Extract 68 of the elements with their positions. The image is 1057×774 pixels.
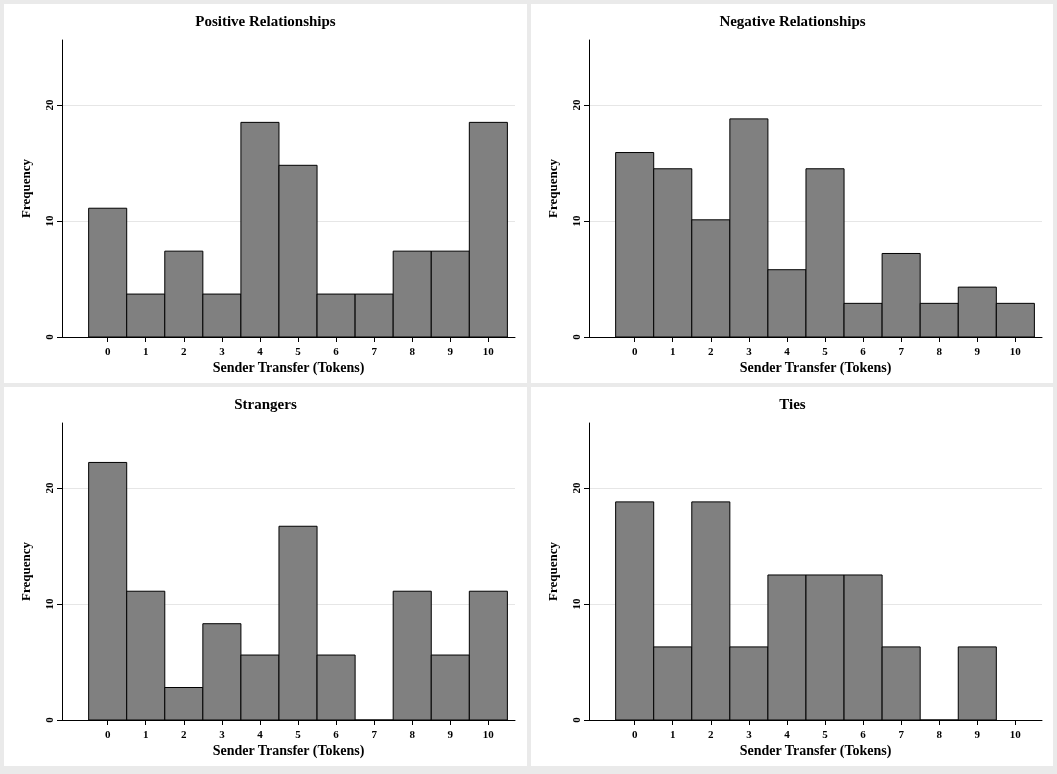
x-tick-label: 6: [333, 727, 340, 740]
x-tick-label: 9: [974, 344, 981, 357]
chart-title: Strangers: [234, 395, 297, 412]
y-tick-label: 0: [569, 333, 581, 340]
x-axis-title: Sender Transfer (Tokens): [739, 360, 892, 377]
x-tick-label: 6: [333, 344, 340, 357]
x-tick-label: 0: [631, 344, 638, 357]
y-tick-label: 20: [569, 481, 581, 494]
y-axis-title: Frequency: [544, 541, 560, 601]
x-axis-title: Sender Transfer (Tokens): [212, 743, 365, 760]
y-tick-label: 20: [42, 98, 55, 111]
x-tick-label: 7: [897, 727, 904, 740]
x-tick-label: 0: [104, 727, 111, 740]
x-tick-label: 8: [935, 727, 942, 740]
x-tick-label: 7: [897, 344, 904, 357]
x-tick-label: 1: [143, 344, 149, 357]
x-tick-label: 6: [859, 344, 866, 357]
x-tick-label: 3: [745, 727, 752, 740]
x-tick-label: 5: [821, 727, 828, 740]
x-tick-label: 9: [447, 727, 454, 740]
y-tick-label: 0: [42, 333, 55, 340]
y-tick-label: 10: [569, 214, 581, 227]
x-tick-label: 8: [935, 344, 942, 357]
chart-title: Negative Relationships: [718, 12, 866, 29]
y-tick-label: 10: [42, 597, 55, 610]
x-tick-label: 10: [1009, 344, 1021, 357]
y-tick-label: 20: [569, 98, 581, 111]
x-tick-label: 8: [409, 727, 416, 740]
x-tick-label: 5: [295, 344, 302, 357]
x-tick-label: 2: [707, 727, 714, 740]
x-tick-label: 3: [219, 727, 226, 740]
x-tick-label: 2: [181, 727, 188, 740]
chart-title: Ties: [778, 395, 806, 412]
chart-title: Positive Relationships: [195, 12, 336, 29]
x-tick-label: 5: [821, 344, 828, 357]
x-tick-label: 1: [669, 344, 675, 357]
y-axis-title: Frequency: [18, 541, 33, 601]
x-tick-label: 4: [783, 344, 790, 357]
y-tick-label: 0: [42, 716, 55, 723]
x-tick-label: 3: [219, 344, 226, 357]
x-tick-label: 0: [631, 727, 638, 740]
y-axis-title: Frequency: [544, 158, 560, 218]
x-tick-label: 4: [783, 727, 790, 740]
y-tick-label: 0: [569, 716, 581, 723]
x-tick-label: 2: [707, 344, 714, 357]
x-tick-label: 6: [859, 727, 866, 740]
x-tick-label: 7: [371, 727, 378, 740]
y-tick-label: 10: [569, 597, 581, 610]
x-axis-title: Sender Transfer (Tokens): [212, 360, 365, 377]
x-axis-title: Sender Transfer (Tokens): [739, 743, 892, 760]
x-tick-label: 10: [1009, 727, 1021, 740]
x-tick-label: 1: [143, 727, 149, 740]
x-tick-label: 7: [371, 344, 378, 357]
x-tick-label: 3: [745, 344, 752, 357]
x-tick-label: 4: [257, 344, 264, 357]
x-tick-label: 0: [104, 344, 111, 357]
x-tick-label: 1: [669, 727, 675, 740]
x-tick-label: 10: [482, 727, 495, 740]
x-tick-label: 5: [295, 727, 302, 740]
x-tick-label: 2: [181, 344, 188, 357]
x-tick-label: 10: [482, 344, 495, 357]
x-tick-label: 4: [257, 727, 264, 740]
x-tick-label: 8: [409, 344, 416, 357]
y-axis-title: Frequency: [18, 158, 33, 218]
x-tick-label: 9: [974, 727, 981, 740]
y-tick-label: 10: [42, 214, 55, 227]
y-tick-label: 20: [42, 481, 55, 494]
x-tick-label: 9: [447, 344, 454, 357]
